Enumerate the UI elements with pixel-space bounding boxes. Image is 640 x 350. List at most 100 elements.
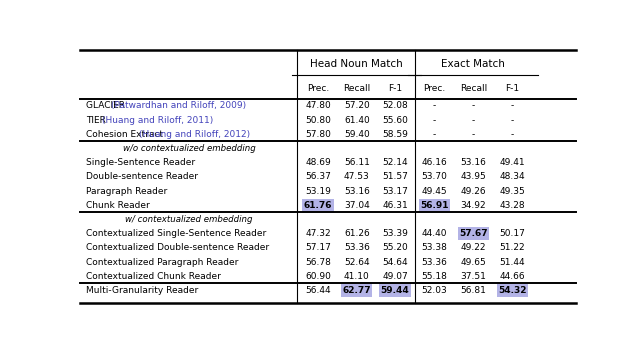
Text: 62.77: 62.77 xyxy=(342,286,371,295)
Text: 50.80: 50.80 xyxy=(305,116,331,125)
Text: 61.40: 61.40 xyxy=(344,116,370,125)
Text: -: - xyxy=(511,102,514,111)
Text: 49.45: 49.45 xyxy=(421,187,447,196)
FancyBboxPatch shape xyxy=(341,284,372,297)
Text: -: - xyxy=(511,130,514,139)
Text: -: - xyxy=(472,116,475,125)
Text: 59.44: 59.44 xyxy=(381,286,410,295)
Text: 49.35: 49.35 xyxy=(500,187,525,196)
FancyBboxPatch shape xyxy=(458,228,489,240)
Text: 52.14: 52.14 xyxy=(382,158,408,167)
Text: 55.20: 55.20 xyxy=(382,243,408,252)
Text: 44.66: 44.66 xyxy=(500,272,525,281)
Text: 50.17: 50.17 xyxy=(500,229,525,238)
Text: 56.11: 56.11 xyxy=(344,158,370,167)
Text: w/ contextualized embedding: w/ contextualized embedding xyxy=(125,215,253,224)
Text: -: - xyxy=(433,130,436,139)
Text: 49.26: 49.26 xyxy=(461,187,486,196)
Text: Contextualized Paragraph Reader: Contextualized Paragraph Reader xyxy=(86,258,238,267)
Text: 52.03: 52.03 xyxy=(421,286,447,295)
Text: Recall: Recall xyxy=(460,84,487,93)
Text: F-1: F-1 xyxy=(506,84,520,93)
Text: 61.76: 61.76 xyxy=(304,201,332,210)
Text: 52.64: 52.64 xyxy=(344,258,369,267)
Text: 37.51: 37.51 xyxy=(460,272,486,281)
Text: 51.22: 51.22 xyxy=(500,243,525,252)
Text: 49.41: 49.41 xyxy=(500,158,525,167)
Text: 43.95: 43.95 xyxy=(460,173,486,181)
Text: Single-Sentence Reader: Single-Sentence Reader xyxy=(86,158,195,167)
Text: 56.81: 56.81 xyxy=(460,286,486,295)
Text: 51.57: 51.57 xyxy=(382,173,408,181)
Text: 53.38: 53.38 xyxy=(421,243,447,252)
FancyBboxPatch shape xyxy=(497,284,528,297)
Text: 60.90: 60.90 xyxy=(305,272,331,281)
Text: 41.10: 41.10 xyxy=(344,272,370,281)
Text: 47.53: 47.53 xyxy=(344,173,370,181)
Text: 53.36: 53.36 xyxy=(421,258,447,267)
Text: 56.78: 56.78 xyxy=(305,258,331,267)
Text: 53.70: 53.70 xyxy=(421,173,447,181)
Text: 37.04: 37.04 xyxy=(344,201,370,210)
Text: 59.40: 59.40 xyxy=(344,130,370,139)
Text: 53.16: 53.16 xyxy=(344,187,370,196)
Text: 48.69: 48.69 xyxy=(305,158,331,167)
Text: Contextualized Double-sentence Reader: Contextualized Double-sentence Reader xyxy=(86,243,269,252)
Text: Head Noun Match: Head Noun Match xyxy=(310,59,403,69)
Text: (Huang and Riloff, 2011): (Huang and Riloff, 2011) xyxy=(102,116,213,125)
Text: Recall: Recall xyxy=(343,84,371,93)
Text: 46.16: 46.16 xyxy=(421,158,447,167)
Text: 46.31: 46.31 xyxy=(382,201,408,210)
Text: -: - xyxy=(433,116,436,125)
Text: 48.34: 48.34 xyxy=(500,173,525,181)
Text: 47.32: 47.32 xyxy=(305,229,331,238)
Text: 49.22: 49.22 xyxy=(461,243,486,252)
Text: Cohesion Extract: Cohesion Extract xyxy=(86,130,166,139)
Text: 57.80: 57.80 xyxy=(305,130,331,139)
Text: -: - xyxy=(511,116,514,125)
Text: Prec.: Prec. xyxy=(307,84,329,93)
Text: 55.60: 55.60 xyxy=(382,116,408,125)
Text: 53.39: 53.39 xyxy=(382,229,408,238)
Text: 49.65: 49.65 xyxy=(460,258,486,267)
FancyBboxPatch shape xyxy=(380,284,411,297)
Text: 57.20: 57.20 xyxy=(344,102,370,111)
Text: (Huang and Riloff, 2012): (Huang and Riloff, 2012) xyxy=(140,130,251,139)
Text: 44.40: 44.40 xyxy=(421,229,447,238)
Text: 54.32: 54.32 xyxy=(499,286,527,295)
Text: GLACIER: GLACIER xyxy=(86,102,128,111)
Text: 56.91: 56.91 xyxy=(420,201,449,210)
Text: 51.44: 51.44 xyxy=(500,258,525,267)
Text: w/o contextualized embedding: w/o contextualized embedding xyxy=(123,144,255,153)
Text: 57.67: 57.67 xyxy=(459,229,488,238)
Text: 54.64: 54.64 xyxy=(382,258,408,267)
Text: 61.26: 61.26 xyxy=(344,229,370,238)
Text: -: - xyxy=(472,130,475,139)
Text: 56.37: 56.37 xyxy=(305,173,331,181)
Text: 53.36: 53.36 xyxy=(344,243,370,252)
Text: Paragraph Reader: Paragraph Reader xyxy=(86,187,167,196)
Text: F-1: F-1 xyxy=(388,84,402,93)
Text: Chunk Reader: Chunk Reader xyxy=(86,201,150,210)
Text: 43.28: 43.28 xyxy=(500,201,525,210)
Text: Prec.: Prec. xyxy=(423,84,445,93)
Text: Double-sentence Reader: Double-sentence Reader xyxy=(86,173,198,181)
Text: 34.92: 34.92 xyxy=(461,201,486,210)
Text: 53.16: 53.16 xyxy=(460,158,486,167)
Text: Contextualized Single-Sentence Reader: Contextualized Single-Sentence Reader xyxy=(86,229,266,238)
Text: -: - xyxy=(472,102,475,111)
FancyBboxPatch shape xyxy=(419,199,450,211)
Text: 56.44: 56.44 xyxy=(305,286,331,295)
Text: 52.08: 52.08 xyxy=(382,102,408,111)
Text: Contextualized Chunk Reader: Contextualized Chunk Reader xyxy=(86,272,221,281)
Text: (Patwardhan and Riloff, 2009): (Patwardhan and Riloff, 2009) xyxy=(111,102,246,111)
Text: 53.17: 53.17 xyxy=(382,187,408,196)
Text: 58.59: 58.59 xyxy=(382,130,408,139)
Text: TIER: TIER xyxy=(86,116,109,125)
Text: Multi-Granularity Reader: Multi-Granularity Reader xyxy=(86,286,198,295)
Text: 47.80: 47.80 xyxy=(305,102,331,111)
Text: Exact Match: Exact Match xyxy=(442,59,505,69)
Text: 55.18: 55.18 xyxy=(421,272,447,281)
Text: 53.19: 53.19 xyxy=(305,187,331,196)
Text: 57.17: 57.17 xyxy=(305,243,331,252)
